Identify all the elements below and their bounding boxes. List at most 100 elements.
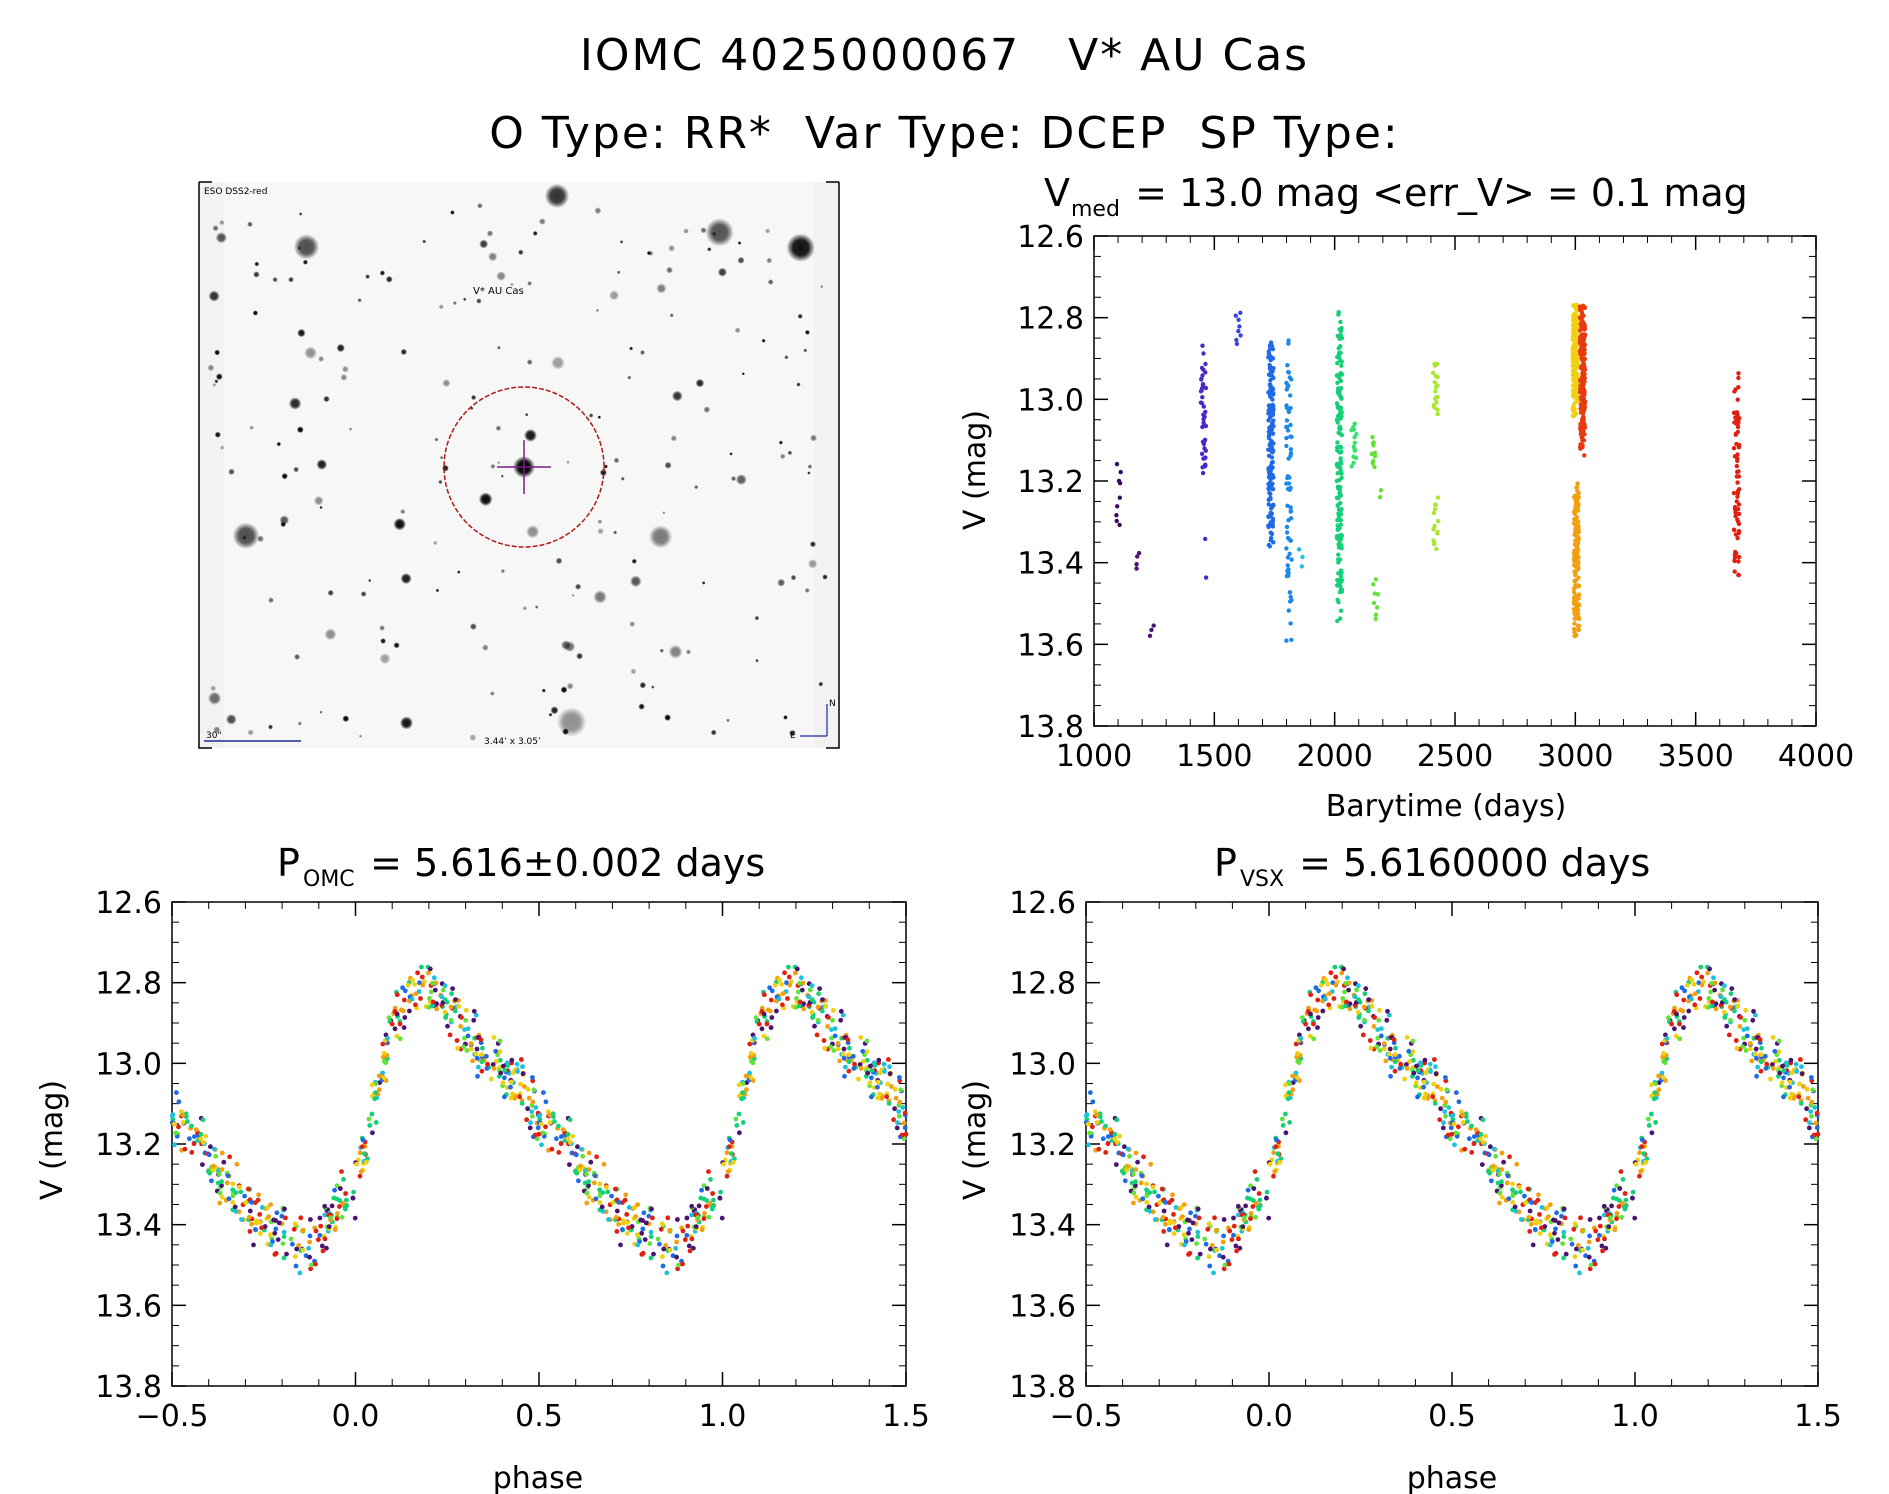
phase_vsx-point [1753,1046,1759,1052]
phase_omc-point [768,997,774,1003]
phase_vsx-point [1206,1254,1212,1259]
time-series-point [1573,385,1579,390]
phase_vsx-point [1536,1192,1541,1198]
phase_omc-point [420,982,426,988]
star [272,276,278,283]
phase_omc-point [337,1186,343,1191]
star [595,308,600,312]
star [252,310,259,316]
phase_omc-point [604,1184,609,1190]
time_series-xtick-label: 2000 [1296,739,1372,774]
star [526,525,540,539]
phase_vsx-point [1741,1027,1747,1032]
phase_omc-point [875,1084,880,1090]
time-series-point [1736,521,1742,527]
phase_omc-point [592,1173,598,1179]
target-circle [443,386,605,548]
phase_omc-point [816,991,821,997]
time-series-point [1268,378,1273,383]
phase_omc-point [249,1221,255,1227]
phase_vsx-point [1377,1007,1382,1013]
phase_vsx-point [1253,1214,1258,1220]
phase_omc-point [500,1063,506,1069]
phase_vsx-point [1173,1205,1179,1210]
phase_omc-point [357,1173,363,1179]
star [463,297,467,301]
phase_vsx-point [1221,1233,1226,1239]
phase_vsx-point [1190,1220,1196,1226]
phase_omc-point [600,1208,606,1214]
phase_omc-point [352,1215,358,1221]
time-series-point [1573,572,1578,577]
phase_vsx-point [1112,1136,1117,1141]
phase_omc-point [419,964,424,970]
phase_omc-point [369,1111,375,1117]
time-series-point [1117,522,1122,528]
phase_vsx-point [1404,1062,1409,1067]
time-series-point [1336,478,1342,483]
phase_omc-point [300,1247,306,1253]
star [560,686,568,694]
phase_vsx-point [1254,1177,1260,1182]
time-series-point [1370,461,1375,466]
phase_omc-point [614,1208,620,1214]
time-series-point [1285,555,1291,560]
phase_vsx-point [1727,1004,1733,1010]
time-series-point [1288,538,1294,543]
time-series-point [1136,550,1142,556]
star [442,379,451,388]
phase_omc-point [224,1180,230,1186]
phase_vsx-point [1402,1076,1407,1082]
phase_omc-point [365,1156,370,1162]
star [807,464,813,469]
time-series-point [1735,517,1740,522]
star [268,597,274,604]
star [662,511,666,515]
time-series-point [1578,337,1584,342]
phase_vsx-ytick-label: 13.0 [1009,1047,1076,1082]
time-series-point [1374,605,1380,610]
time-series-point [1735,412,1740,417]
phase_omc-point [434,1006,440,1012]
time-series-point [1338,493,1343,498]
phase_vsx-point [1490,1163,1496,1169]
phase_vsx-point [1656,1073,1661,1079]
time-series-point [1373,616,1378,622]
star [617,270,621,274]
star [789,729,796,737]
phase_vsx-point [1808,1109,1814,1114]
phase_vsx-point [1758,1052,1764,1057]
time-series-point [1270,486,1275,492]
phase_vsx-point [1131,1190,1137,1196]
time-series-point [1352,440,1358,445]
phase_omc-point [176,1099,182,1105]
time-series-point [1575,567,1581,572]
phase_vsx-point [1814,1125,1820,1131]
time-series-point [1573,319,1578,324]
phase_vsx-point [1561,1206,1567,1212]
phase_omc-point [328,1215,334,1220]
star [783,715,788,720]
phase_omc-point [753,1015,759,1021]
phase_omc-point [663,1243,669,1248]
phase_vsx-point [1814,1110,1820,1116]
phase_vsx-point [1422,1057,1428,1063]
phase_vsx-point [1290,1087,1296,1093]
phase_omc-point [376,1073,382,1079]
time-series-point [1335,618,1340,624]
phase_vsx-point [1601,1203,1607,1209]
phase_omc-point [442,983,448,989]
time-series-point [1579,355,1584,360]
time-series-point [1578,383,1583,388]
phase_omc-point [869,1094,874,1100]
phase_omc-point [369,1082,375,1088]
phase_vsx-point [1747,1041,1753,1046]
phase_vsx-point [1781,1068,1787,1073]
time-series-point [1572,563,1577,568]
phase_omc-point [494,1059,499,1064]
phase_vsx-point [1094,1120,1100,1125]
phase_omc-point [400,1008,406,1014]
phase_omc-point [559,1134,564,1139]
phase_omc-point [875,1095,881,1101]
phase_vsx-point [1748,1046,1753,1052]
